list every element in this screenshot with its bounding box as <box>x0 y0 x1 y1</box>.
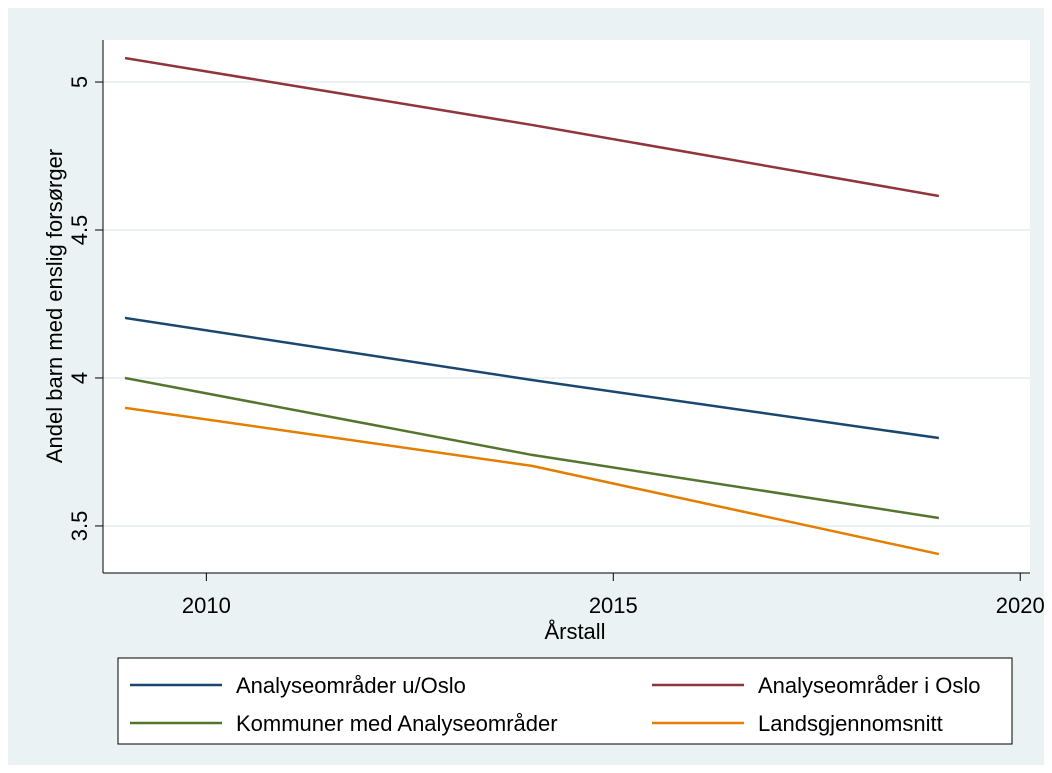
series-line <box>124 406 940 556</box>
y-axis-label: Andel barn med enslig forsørger <box>42 149 67 463</box>
x-tick-label: 2010 <box>182 593 231 618</box>
x-axis-label: Årstall <box>544 619 605 644</box>
series-line <box>124 316 940 440</box>
y-tick-label: 4 <box>67 372 92 384</box>
x-tick-label: 2020 <box>996 593 1045 618</box>
plot-area <box>103 40 1030 573</box>
legend-label: Analyseområder u/Oslo <box>236 673 466 698</box>
x-tick-label: 2015 <box>589 593 638 618</box>
legend-label: Landsgjennomsnitt <box>758 711 943 736</box>
series-line <box>124 56 940 198</box>
y-tick-label: 5 <box>67 76 92 88</box>
legend-label: Analyseområder i Oslo <box>758 673 981 698</box>
y-tick-label: 3.5 <box>67 511 92 542</box>
legend-label: Kommuner med Analyseområder <box>236 711 558 736</box>
legend <box>117 657 1013 745</box>
series-line <box>124 376 940 520</box>
y-tick-label: 4.5 <box>67 215 92 246</box>
